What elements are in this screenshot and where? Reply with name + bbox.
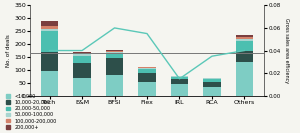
Bar [236,39,253,41]
Bar [40,31,58,52]
Bar [73,53,91,54]
Bar [236,37,253,39]
Bar [170,77,188,79]
Bar [40,29,58,31]
Bar [106,52,124,53]
Bar [138,69,156,72]
Bar [73,63,91,78]
Bar [106,51,124,52]
Bar [138,67,156,68]
Bar [106,53,124,58]
Bar [40,21,58,26]
Bar [138,68,156,69]
Bar [40,26,58,29]
Bar [73,56,91,63]
Bar [203,78,221,80]
Y-axis label: No. of deals: No. of deals [6,34,11,67]
Bar [40,71,58,96]
Bar [170,79,188,84]
Bar [203,87,221,96]
Bar [236,51,253,62]
Bar [106,75,124,96]
Bar [203,80,221,82]
Bar [73,78,91,96]
Bar [73,52,91,53]
Bar [138,82,156,96]
Bar [170,84,188,96]
Legend: <10,000, 10,000-20,000, 20,000-50,000, 50,000-100,000, 100,000-200,000, 200,000+: <10,000, 10,000-20,000, 20,000-50,000, 5… [5,93,57,131]
Bar [236,35,253,37]
Bar [170,76,188,77]
Bar [203,82,221,87]
Bar [236,41,253,51]
Bar [73,54,91,56]
Y-axis label: Gross sales area efficiency: Gross sales area efficiency [284,18,289,83]
Bar [236,62,253,96]
Bar [106,58,124,75]
Bar [40,52,58,71]
Bar [138,72,156,82]
Bar [106,50,124,51]
